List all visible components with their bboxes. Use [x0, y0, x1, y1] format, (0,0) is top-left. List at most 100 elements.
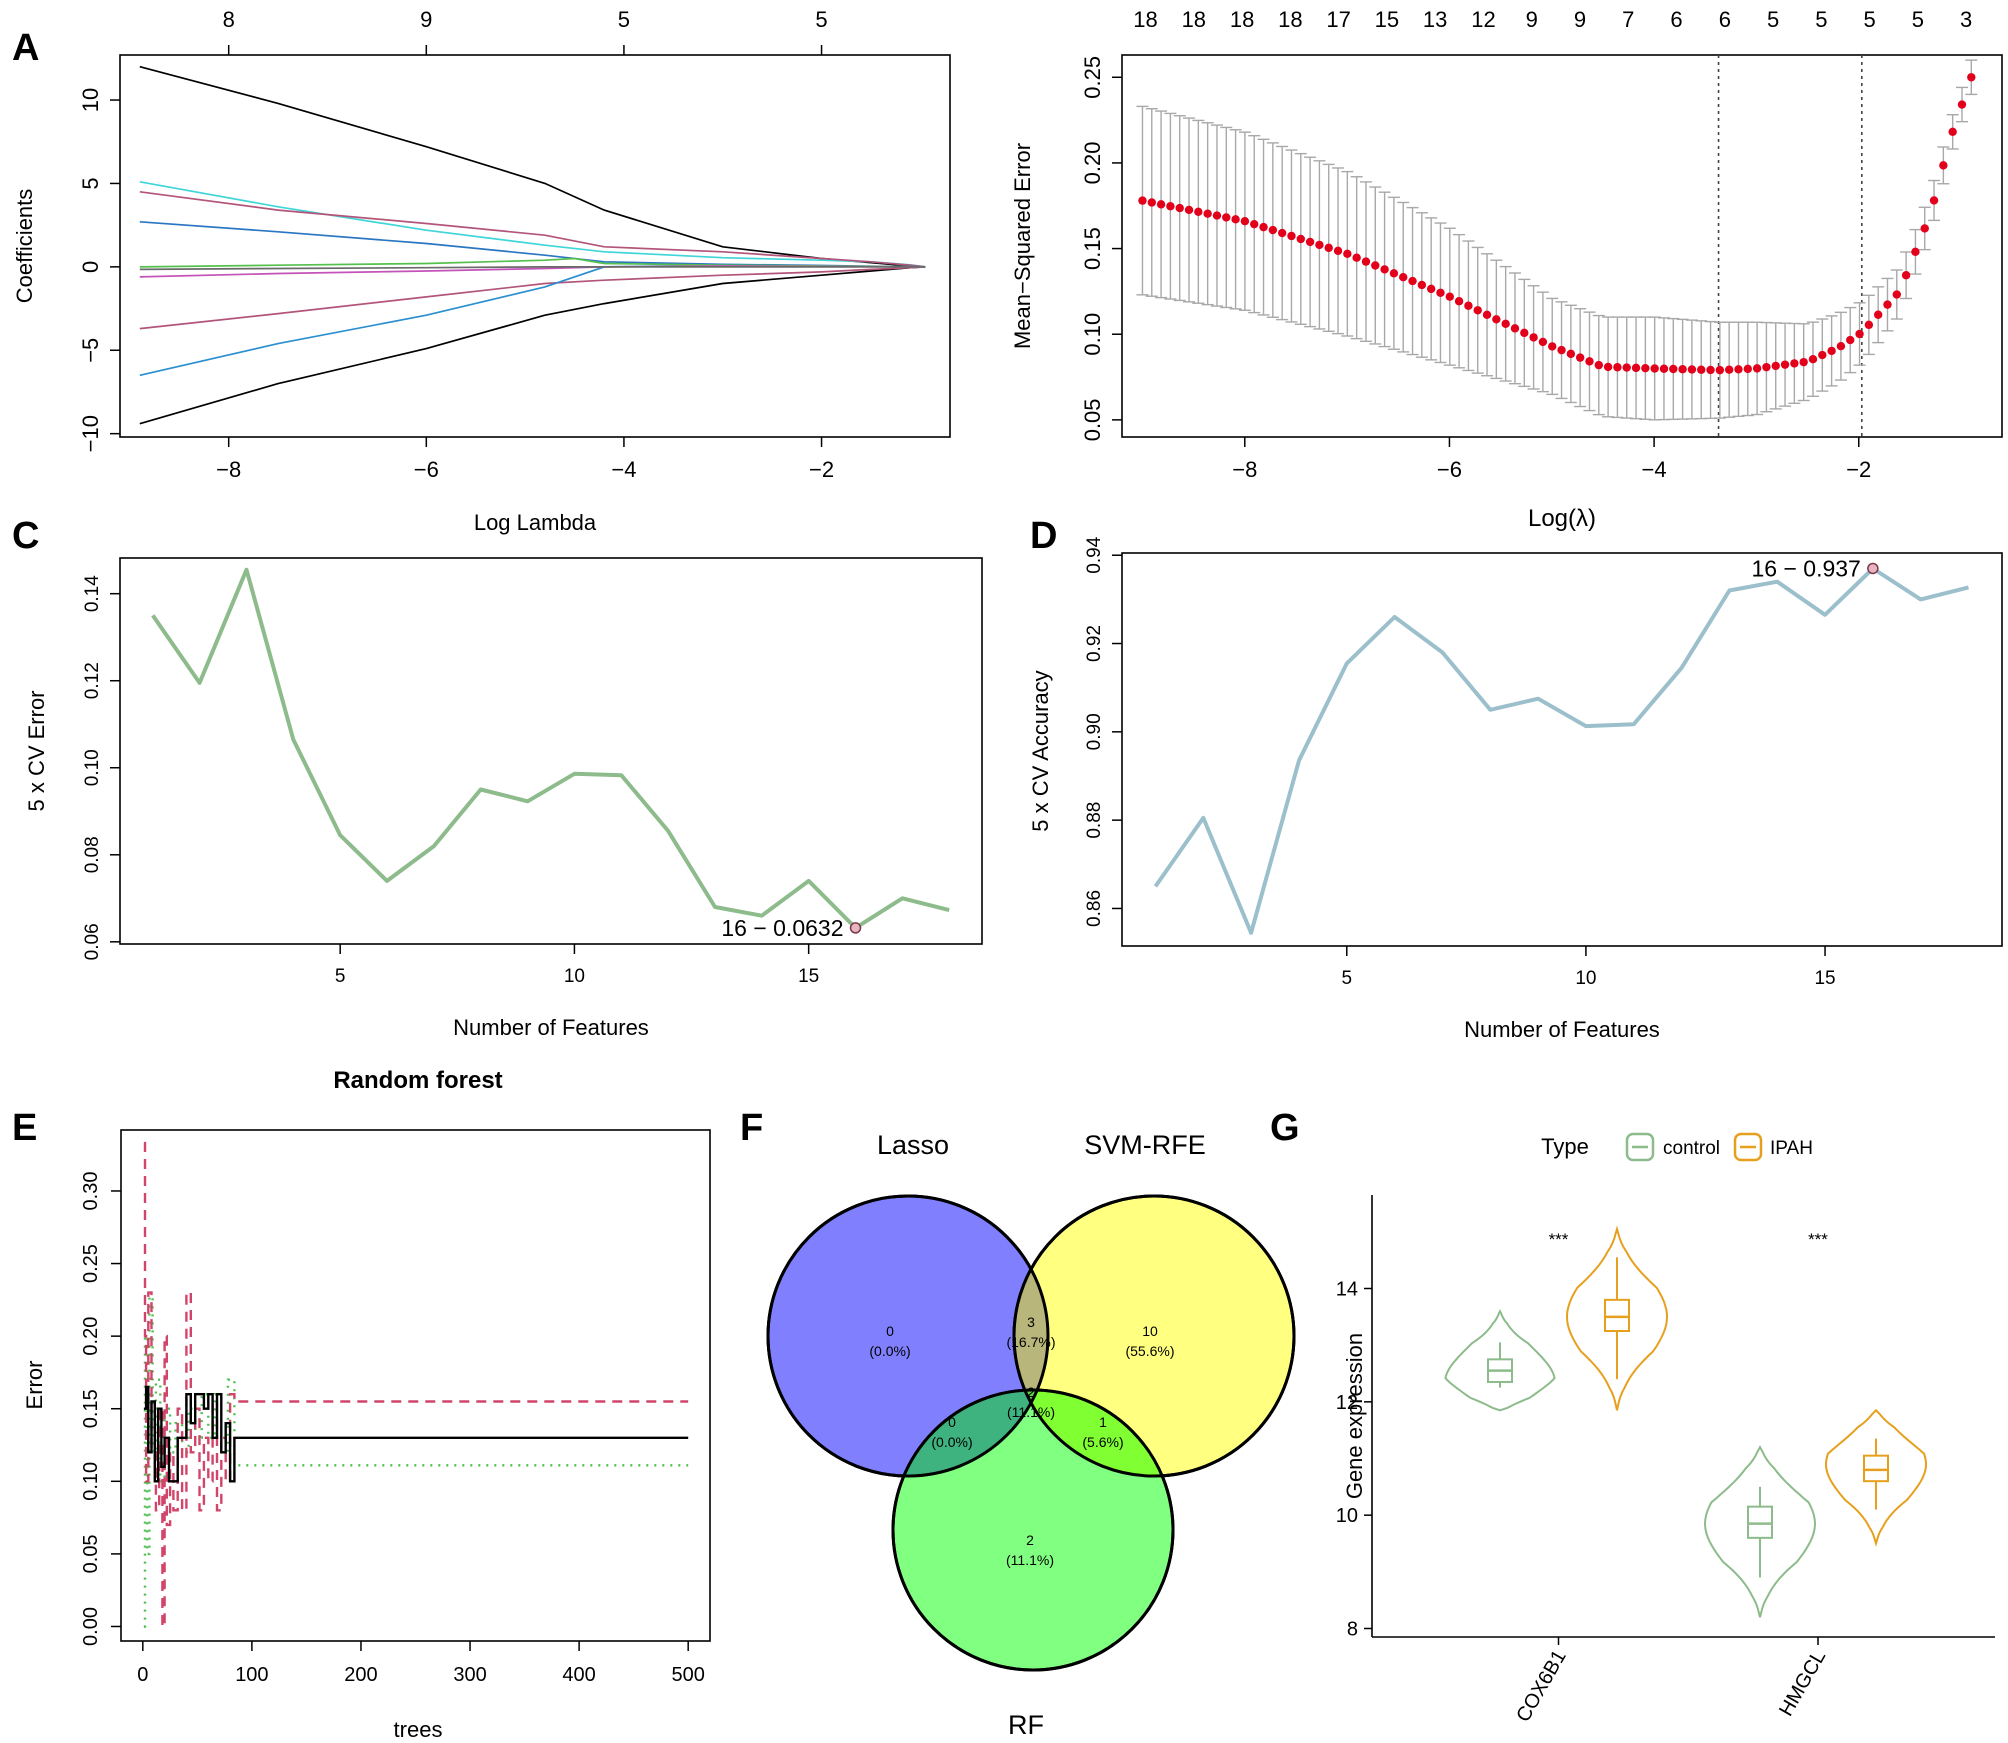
panel-a-coef-line-4	[139, 190, 926, 268]
panel-e-y-tick-label: 0.00	[80, 1607, 102, 1646]
panel-e-x-tick-label: 0	[137, 1664, 148, 1686]
panel-b-mse-point	[1352, 253, 1361, 262]
panel-b-cv-mse: −8 −6 −4 −2 0.05 0.10 0.15 0.20 0.25 18 18 18 18 17…	[1010, 7, 2003, 532]
panel-c-cv-line	[151, 567, 950, 930]
panel-e-x-axis-label: trees	[394, 1717, 443, 1742]
panel-b-mse-point	[1315, 240, 1324, 250]
panel-d-plot-frame	[1121, 552, 2003, 947]
panel-b-top-tick-label: 18	[1182, 7, 1206, 32]
venn-region-percent: (5.6%)	[1082, 1434, 1123, 1450]
panel-label-a: A	[12, 27, 39, 69]
panel-b-top-tick-label: 7	[1622, 7, 1634, 32]
panel-b-mse-point	[1436, 288, 1445, 297]
panel-b-mse-point	[1780, 360, 1790, 369]
panel-e-plot-frame	[120, 1129, 711, 1642]
panel-g-y-tick-label: 10	[1336, 1505, 1358, 1527]
venn-outline-rf	[891, 1388, 1175, 1672]
panel-b-mse-point	[1743, 364, 1752, 374]
venn-outline-lasso	[766, 1194, 1050, 1478]
box-iqr	[1747, 1505, 1773, 1539]
panel-b-top-tick-label: 18	[1278, 7, 1302, 32]
panel-a-y-tick-label: −10	[78, 415, 103, 452]
panel-label-f: F	[740, 1107, 763, 1149]
panel-b-mse-point	[1175, 203, 1184, 213]
panel-b-top-tick-label: 17	[1326, 7, 1350, 32]
panel-b-top-tick-label: 5	[1912, 7, 1924, 32]
panel-b-mse-point	[1194, 207, 1203, 217]
panel-b-top-tick-label: 15	[1375, 7, 1399, 32]
panel-d-x-axis-label: Number of Features	[1464, 1017, 1660, 1042]
panel-e-x-tick-label: 300	[453, 1664, 486, 1686]
panel-b-mse-point	[1734, 365, 1743, 374]
venn-region-count: 3	[1027, 1314, 1035, 1330]
panel-d-cv-line	[1153, 566, 1969, 935]
panel-c-x-tick-label: 10	[564, 966, 585, 987]
panel-b-top-tick-label: 5	[1767, 7, 1779, 32]
violin-hmgcl-ipah	[1824, 1408, 1928, 1547]
panel-b-mse-point	[1240, 216, 1250, 226]
panel-b-y-axis-label: Mean−Squared Error	[1010, 143, 1035, 349]
panel-b-mse-point	[1687, 365, 1697, 374]
panel-b-mse-point	[1557, 345, 1566, 355]
panel-e-x-tick-label: 400	[562, 1664, 595, 1686]
legend-key-control	[1625, 1132, 1655, 1162]
panel-e-x-tick-label: 200	[344, 1664, 377, 1686]
legend-label-control: control	[1663, 1138, 1720, 1159]
panel-b-mse-point	[1380, 265, 1389, 274]
panel-a-coef-line-7	[139, 264, 926, 377]
panel-e-y-tick-label: 0.25	[80, 1244, 102, 1283]
panel-b-mse-point	[1482, 310, 1492, 319]
panel-b-mse-point	[1920, 224, 1929, 233]
panel-g-x-tick-label: HMGCL	[1775, 1647, 1830, 1721]
panel-e-y-tick-label: 0.30	[80, 1172, 102, 1211]
legend-label-ipah: IPAH	[1770, 1138, 1813, 1159]
panel-b-mse-point	[1203, 209, 1212, 218]
panel-a-y-axis-label: Coefficients	[12, 189, 37, 304]
venn-set-label-svm-rfe: SVM-RFE	[1084, 1130, 1206, 1160]
venn-region-percent: (55.6%)	[1125, 1343, 1174, 1359]
panel-f-venn-diagram: Lasso SVM-RFE RF 0(0.0%)3(16.7%)10(55.6%…	[766, 1130, 1296, 1740]
panel-c-y-axis-label: 5 x CV Error	[24, 690, 49, 811]
panel-a-coef-line-6	[139, 266, 926, 330]
panel-b-x-tick-label: −8	[1232, 457, 1257, 482]
panel-b-mse-point	[1426, 284, 1436, 294]
panel-b-mse-point	[1622, 363, 1631, 372]
panel-b-mse-point	[1277, 228, 1287, 238]
panel-e-random-forest: Random forest 0 100 200 300 400 500 0.00 0.05 0…	[22, 1067, 711, 1742]
panel-b-mse-point	[1566, 349, 1576, 359]
panel-b-mse-point	[1399, 272, 1408, 282]
panel-d-cv-accuracy: 16 − 0.937 5 10 15 0.86 0.88 0.90 0.92 0.94 Nu…	[1028, 536, 2003, 1042]
panel-g-y-tick-label: 8	[1347, 1619, 1358, 1641]
panel-b-mse-point	[1799, 357, 1808, 367]
venn-region-count: 10	[1142, 1323, 1158, 1339]
panel-b-mse-point	[1166, 202, 1175, 211]
panel-c-cv-error: 16 − 0.0632 5 10 15 0.06 0.08 0.10 0.12 0.14 N…	[24, 557, 983, 1040]
panel-e-y-axis-label: Error	[22, 1361, 47, 1410]
legend-title: Type	[1541, 1134, 1589, 1159]
panel-b-mse-point	[1343, 249, 1352, 259]
panel-b-mse-point	[1631, 363, 1641, 373]
panel-a-y-tick-label: −5	[78, 338, 103, 363]
panel-label-d: D	[1030, 515, 1057, 557]
panel-b-mse-point	[1520, 328, 1529, 338]
panel-b-top-tick-label: 9	[1526, 7, 1538, 32]
panel-b-mse-point	[1212, 211, 1222, 220]
violin-cox6b1-control	[1444, 1308, 1556, 1412]
panel-b-mse-point	[1147, 198, 1156, 207]
panel-b-mse-point	[1231, 215, 1240, 224]
venn-region-percent: (0.0%)	[869, 1343, 910, 1359]
panel-a-y-tick-label: 10	[78, 88, 103, 112]
panel-d-x-tick-label: 15	[1814, 968, 1835, 989]
panel-c-optimum-marker	[849, 922, 862, 934]
significance-marker: ***	[1549, 1230, 1569, 1249]
panel-a-coefficient-path: −8 −6 −4 −2 −10 −5 0 5 10 8 9 5 5 Log Lambda Coeff…	[12, 7, 951, 535]
panel-e-y-tick-label: 0.15	[80, 1389, 102, 1428]
panel-b-mse-point	[1371, 261, 1380, 270]
panel-b-mse-point	[1324, 243, 1333, 253]
panel-b-mse-point	[1752, 364, 1762, 373]
panel-b-mse-point	[1613, 363, 1622, 372]
panel-b-mse-point	[1138, 196, 1147, 205]
panel-e-x-tick-label: 500	[671, 1664, 704, 1686]
panel-label-g: G	[1270, 1107, 1300, 1149]
